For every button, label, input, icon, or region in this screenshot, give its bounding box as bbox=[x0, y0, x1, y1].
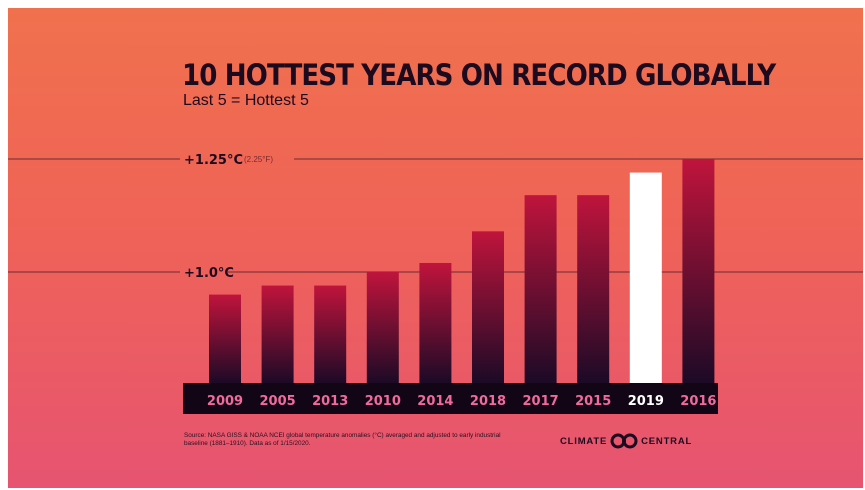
x-tick-label-2009: 2009 bbox=[207, 394, 243, 409]
logo-left-word: CLIMATE bbox=[560, 435, 608, 447]
reference-line-top-label: +1.25°C bbox=[184, 153, 243, 168]
x-tick-label-2019: 2019 bbox=[628, 394, 664, 409]
bar-2010 bbox=[366, 272, 399, 383]
logo-right-word: CENTRAL bbox=[641, 435, 693, 447]
climate-central-logo-icon bbox=[610, 433, 638, 449]
chart-title: 10 HOTTEST YEARS ON RECORD GLOBALLY bbox=[182, 58, 776, 92]
bar-2019 bbox=[629, 172, 662, 383]
bar-2005 bbox=[261, 285, 294, 383]
x-axis-band bbox=[183, 383, 718, 414]
x-tick-label-2015: 2015 bbox=[575, 394, 611, 409]
source-note: Source: NASA GISS & NOAA NCEI global tem… bbox=[184, 432, 501, 447]
chart-subtitle: Last 5 = Hottest 5 bbox=[183, 92, 309, 109]
x-tick-label-2017: 2017 bbox=[523, 394, 559, 409]
bar-2013 bbox=[314, 285, 347, 383]
bar-2015 bbox=[577, 195, 610, 383]
reference-line-bottom-label: +1.0°C bbox=[184, 266, 234, 281]
x-tick-label-2016: 2016 bbox=[680, 394, 716, 409]
x-tick-label-2013: 2013 bbox=[312, 394, 348, 409]
bar-2009 bbox=[209, 294, 241, 383]
climate-central-logo: CLIMATE CENTRAL bbox=[560, 433, 692, 449]
x-tick-label-2014: 2014 bbox=[417, 394, 453, 409]
bar-2016 bbox=[682, 159, 715, 383]
bar-2014 bbox=[419, 262, 452, 383]
x-tick-label-2018: 2018 bbox=[470, 394, 506, 409]
reference-line-top-note: (2.25°F) bbox=[244, 155, 273, 164]
bar-2017 bbox=[524, 195, 557, 383]
x-tick-label-2010: 2010 bbox=[365, 394, 401, 409]
bar-2018 bbox=[472, 231, 504, 383]
x-tick-label-2005: 2005 bbox=[260, 394, 296, 409]
